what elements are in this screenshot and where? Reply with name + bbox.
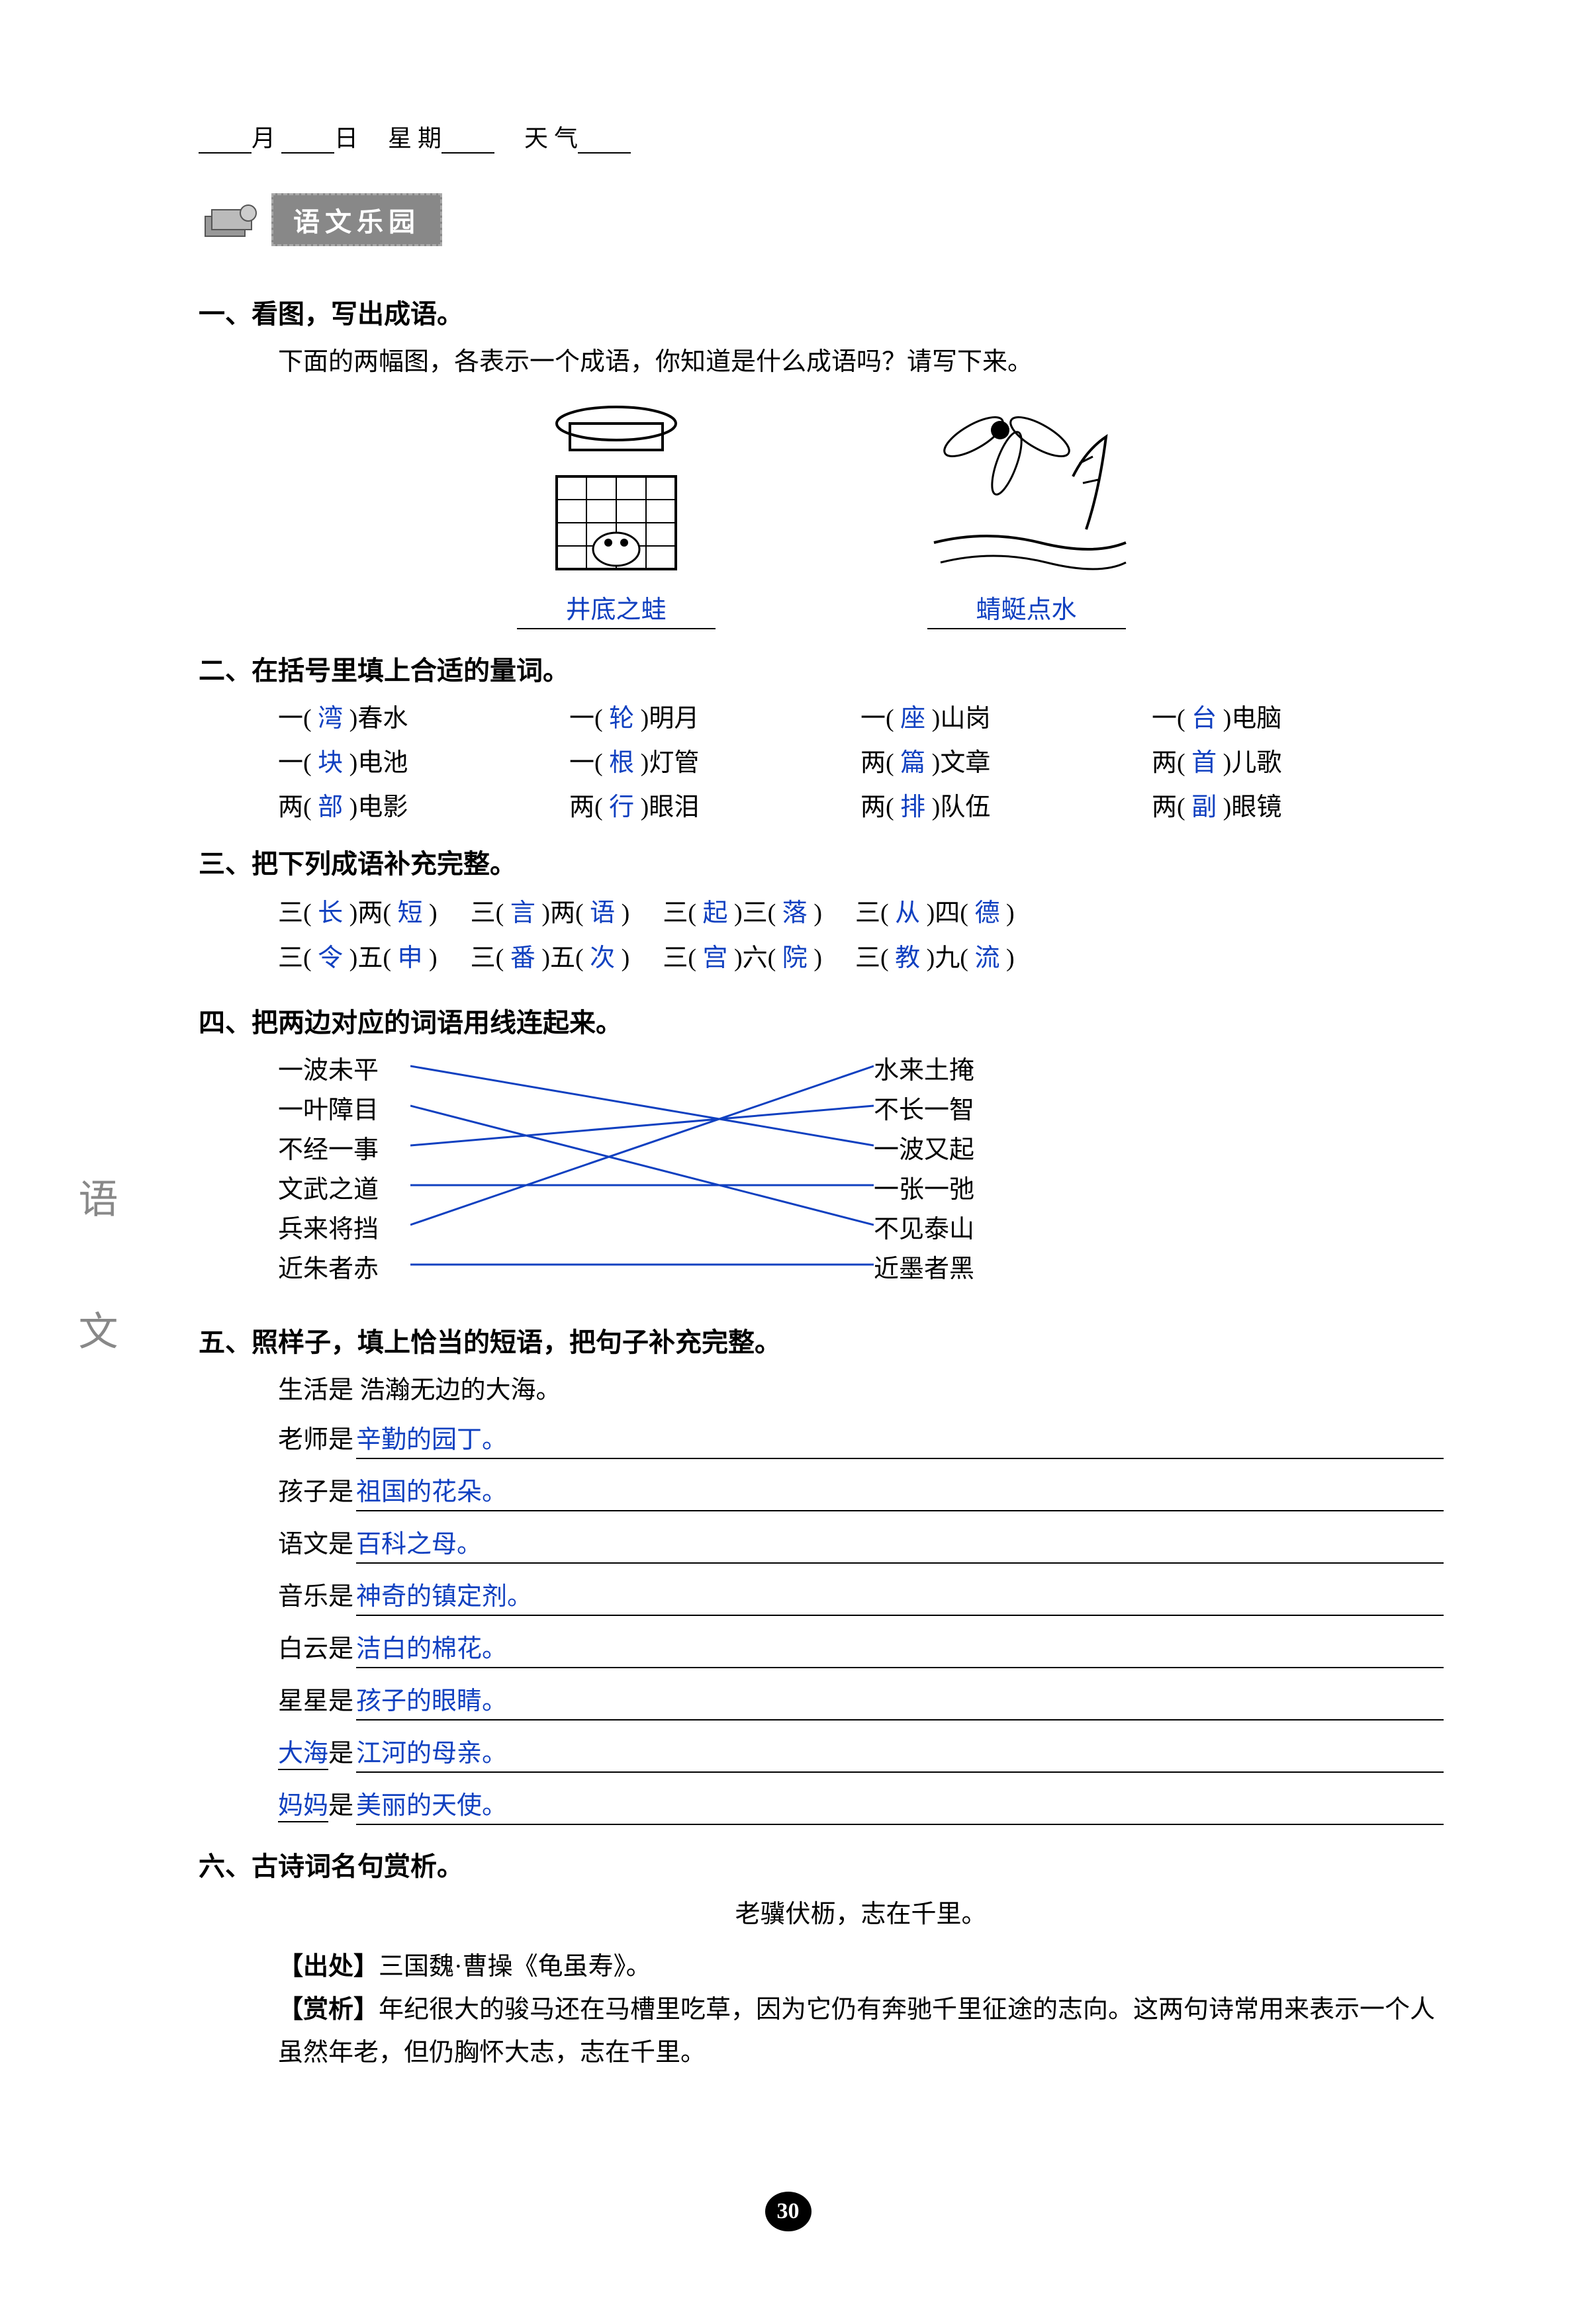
section-4-title: 四、把两边对应的词语用线连起来。 — [199, 1001, 1444, 1040]
idiom-cell: 三( 宫 )六( 院 ) — [663, 936, 822, 981]
weekday-label: 星 期 — [388, 119, 441, 154]
match-left-item[interactable]: 不经一事 — [278, 1129, 379, 1169]
fill-sentence: 孩子是 祖国的花朵。 — [278, 1471, 1444, 1511]
match-right-item[interactable]: 水来土掩 — [874, 1050, 974, 1089]
measure-cell: 两( 首 )儿歌 — [1152, 742, 1443, 778]
match-area: 一波未平一叶障目不经一事文武之道兵来将挡近朱者赤 水来土掩不长一智一波又起一张一… — [278, 1050, 1444, 1301]
match-right-item[interactable]: 不长一智 — [874, 1089, 974, 1129]
section-banner: 语文乐园 — [199, 193, 442, 246]
match-left-item[interactable]: 兵来将挡 — [278, 1208, 379, 1248]
measure-cell: 一( 根 )灯管 — [569, 742, 860, 778]
source-text: 三国魏·曹操《龟虽寿》。 — [379, 1953, 651, 1981]
fill-lines: 生活是 浩瀚无边的大海。 老师是 辛勤的园丁。孩子是 祖国的花朵。语文是 百科之… — [278, 1369, 1444, 1825]
idiom-2: 蜻蜓点水 — [921, 397, 1133, 629]
poem-area: 老骥伏枥，志在千里。 【出处】三国魏·曹操《龟虽寿》。 【赏析】年纪很大的骏马还… — [278, 1893, 1444, 2074]
banner-label: 语文乐园 — [271, 193, 442, 246]
analysis-label: 【赏析】 — [278, 1996, 379, 2024]
measure-cell: 两( 副 )眼镜 — [1152, 786, 1443, 823]
measure-cell: 两( 排 )队伍 — [860, 786, 1152, 823]
page-number: 30 — [765, 2192, 811, 2231]
match-right-item[interactable]: 一张一弛 — [874, 1169, 974, 1208]
match-right-item[interactable]: 近墨者黑 — [874, 1248, 974, 1288]
section-1-desc: 下面的两幅图，各表示一个成语，你知道是什么成语吗？请写下来。 — [278, 341, 1444, 377]
match-right-item[interactable]: 不见泰山 — [874, 1208, 974, 1248]
month-label: 月 — [252, 119, 275, 154]
month-blank[interactable] — [199, 130, 252, 154]
match-left-item[interactable]: 一叶障目 — [278, 1089, 379, 1129]
section-5-title: 五、照样子，填上恰当的短语，把句子补充完整。 — [199, 1321, 1444, 1359]
measure-cell: 一( 块 )电池 — [278, 742, 569, 778]
fill-sentence: 老师是 辛勤的园丁。 — [278, 1419, 1444, 1459]
idiom-fill-grid: 三( 长 )两( 短 ) 三( 言 )两( 语 ) 三( 起 )三( 落 ) 三( 从… — [278, 891, 1444, 981]
idiom-cell: 三( 起 )三( 落 ) — [663, 891, 822, 936]
measure-cell: 一( 轮 )明月 — [569, 697, 860, 734]
dragonfly-water-image — [921, 397, 1133, 582]
match-right-item[interactable]: 一波又起 — [874, 1129, 974, 1169]
fill-sentence-free: 妈妈是 美丽的天使。 — [278, 1785, 1444, 1825]
idiom-image-row: 井底之蛙 蜻蜓点水 — [199, 397, 1444, 629]
idiom-1: 井底之蛙 — [510, 397, 722, 629]
measure-cell: 一( 湾 )春水 — [278, 697, 569, 734]
measure-cell: 两( 行 )眼泪 — [569, 786, 860, 823]
day-blank[interactable] — [281, 130, 334, 154]
idiom-cell: 三( 从 )四( 德 ) — [855, 891, 1015, 936]
match-left-item[interactable]: 近朱者赤 — [278, 1248, 379, 1288]
day-label: 日 — [334, 119, 358, 154]
idiom-cell: 三( 番 )五( 次 ) — [471, 936, 630, 981]
idiom-1-caption[interactable]: 井底之蛙 — [517, 589, 716, 629]
analysis-text: 年纪很大的骏马还在马槽里吃草，因为它仍有奔驰千里征途的志向。这两句诗常用来表示一… — [278, 1996, 1435, 2067]
section-1-title: 一、看图，写出成语。 — [199, 292, 1444, 331]
idiom-cell: 三( 长 )两( 短 ) — [278, 891, 438, 936]
match-right-col: 水来土掩不长一智一波又起一张一弛不见泰山近墨者黑 — [874, 1050, 974, 1288]
idiom-cell: 三( 言 )两( 语 ) — [471, 891, 630, 936]
weather-label: 天 气 — [524, 119, 578, 154]
measure-cell: 一( 座 )山岗 — [860, 697, 1152, 734]
section-2-title: 二、在括号里填上合适的量词。 — [199, 649, 1444, 688]
match-left-item[interactable]: 文武之道 — [278, 1169, 379, 1208]
fill-sentence: 音乐是 神奇的镇定剂。 — [278, 1576, 1444, 1616]
books-icon — [199, 197, 265, 243]
fill-sentence: 白云是 洁白的棉花。 — [278, 1628, 1444, 1668]
fill-sentence-free: 大海是 江河的母亲。 — [278, 1732, 1444, 1773]
idiom-cell: 三( 教 )九( 流 ) — [855, 936, 1015, 981]
example-line: 生活是 浩瀚无边的大海。 — [278, 1369, 1444, 1406]
poem-source: 【出处】三国魏·曹操《龟虽寿》。 — [278, 1945, 1444, 1989]
side-subject-label: 语 文 — [66, 1178, 124, 1376]
idiom-2-caption[interactable]: 蜻蜓点水 — [927, 589, 1126, 629]
weekday-blank[interactable] — [441, 130, 494, 154]
weather-blank[interactable] — [578, 130, 631, 154]
measure-grid: 一( 湾 )春水一( 轮 )明月一( 座 )山岗一( 台 )电脑一( 块 )电池… — [278, 697, 1444, 823]
measure-cell: 两( 篇 )文章 — [860, 742, 1152, 778]
fill-sentence: 星星是 孩子的眼睛。 — [278, 1680, 1444, 1721]
measure-cell: 两( 部 )电影 — [278, 786, 569, 823]
poem-analysis: 【赏析】年纪很大的骏马还在马槽里吃草，因为它仍有奔驰千里征途的志向。这两句诗常用… — [278, 1989, 1444, 2074]
idiom-cell: 三( 令 )五( 申 ) — [278, 936, 438, 981]
date-header: 月 日 星 期 天 气 — [199, 119, 1444, 154]
source-label: 【出处】 — [278, 1953, 379, 1981]
measure-cell: 一( 台 )电脑 — [1152, 697, 1443, 734]
match-left-col: 一波未平一叶障目不经一事文武之道兵来将挡近朱者赤 — [278, 1050, 379, 1288]
fill-sentence: 语文是 百科之母。 — [278, 1523, 1444, 1564]
poem-line: 老骥伏枥，志在千里。 — [278, 1893, 1444, 1936]
match-lines — [410, 1050, 874, 1301]
section-6-title: 六、古诗词名句赏析。 — [199, 1845, 1444, 1883]
frog-in-well-image — [510, 397, 722, 582]
match-left-item[interactable]: 一波未平 — [278, 1050, 379, 1089]
section-3-title: 三、把下列成语补充完整。 — [199, 842, 1444, 881]
